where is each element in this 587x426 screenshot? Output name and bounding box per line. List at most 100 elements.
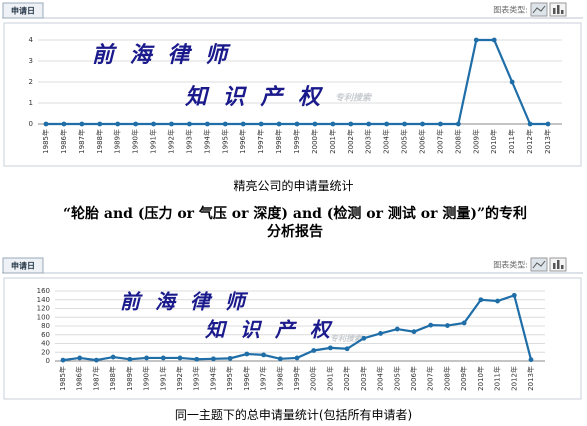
- watermark: 专利搜索: [330, 333, 364, 343]
- x-tick-label: 1995年: [225, 366, 234, 391]
- data-point: [411, 329, 417, 335]
- data-point: [378, 331, 383, 336]
- data-point: [402, 121, 407, 127]
- tab-box: [2, 2, 44, 19]
- data-point: [160, 355, 166, 361]
- x-tick-label: 1999年: [292, 129, 301, 154]
- x-tick-label: 1990年: [142, 366, 151, 391]
- data-point: [244, 351, 250, 357]
- report-heading: “轮胎 and (压力 or 气压 or 深度) and (检测 or 测试 o…: [62, 206, 528, 240]
- data-point: [545, 121, 551, 127]
- x-tick-label: 2007年: [435, 129, 444, 154]
- y-tick-label: 140: [37, 296, 50, 304]
- x-tick-label: 1990年: [131, 129, 140, 154]
- x-tick-label: 1986年: [75, 366, 84, 391]
- data-point: [97, 121, 103, 127]
- data-point: [495, 298, 500, 304]
- watermark: 专利搜索: [335, 93, 373, 104]
- watermark: 知 识 产 权: [184, 84, 324, 110]
- data-point: [240, 121, 246, 127]
- data-point: [276, 121, 282, 127]
- icon-glyph: [532, 5, 546, 14]
- y-tick-label: 0: [29, 120, 33, 128]
- data-point: [344, 346, 350, 352]
- x-tick-label: 1993年: [184, 129, 193, 154]
- data-point: [311, 348, 317, 353]
- x-tick-label: 2009年: [471, 129, 480, 154]
- x-tick-label: 2013年: [543, 129, 552, 154]
- data-point: [94, 357, 99, 363]
- x-tick-label: 1996年: [238, 129, 247, 154]
- watermark: 知 识 产 权: [204, 318, 334, 342]
- tab-label: 申请日: [11, 6, 35, 16]
- icon-glyph: [561, 265, 564, 269]
- data-point: [478, 297, 484, 303]
- data-point: [461, 320, 467, 326]
- data-point: [511, 292, 517, 298]
- x-tick-label: 2004年: [376, 366, 385, 391]
- tab-label: 申请日: [11, 261, 35, 271]
- chart-caption: 同一主题下的总申请量统计(包括所有申请者): [174, 408, 413, 422]
- x-tick-label: 2010年: [476, 366, 485, 391]
- x-tick-label: 1988年: [108, 366, 117, 391]
- x-tick-label: 1988年: [95, 129, 104, 154]
- data-point: [110, 354, 116, 360]
- data-point: [43, 121, 49, 127]
- x-tick-label: 1991年: [149, 129, 158, 154]
- y-tick-label: 120: [37, 305, 50, 313]
- data-point: [222, 121, 228, 127]
- x-tick-label: 1989年: [125, 366, 134, 391]
- data-point: [187, 121, 192, 127]
- data-point: [169, 121, 174, 127]
- y-tick-label: 0: [46, 357, 50, 365]
- plot-panel: [3, 277, 582, 400]
- y-tick-label: 3: [29, 57, 33, 65]
- data-point: [227, 355, 233, 361]
- y-tick-label: 40: [41, 340, 50, 348]
- data-point: [277, 356, 283, 362]
- x-tick-label: 2011年: [507, 129, 516, 154]
- chart: 申请日 图表类型: 0 1 2 3 4 前 海 律 师知 识 产 权专利搜索 1985年 1986…: [2, 2, 583, 167]
- watermark: 前 海 律 师: [120, 290, 249, 314]
- x-tick-label: 2008年: [453, 129, 462, 154]
- data-point: [361, 335, 367, 341]
- icon-glyph: [553, 8, 556, 14]
- icon-glyph: [557, 5, 560, 14]
- x-tick-label: 1997年: [256, 129, 265, 154]
- x-tick-label: 2006年: [418, 129, 427, 154]
- plot-panel: [3, 22, 582, 167]
- y-tick-label: 2: [29, 78, 33, 86]
- x-tick-label: 1989年: [113, 129, 122, 154]
- chart-type-label: 图表类型:: [493, 5, 528, 15]
- x-tick-label: 1994年: [208, 366, 217, 391]
- x-tick-label: 2007年: [426, 366, 435, 391]
- data-point: [366, 121, 372, 127]
- x-tick-label: 2001年: [328, 129, 337, 154]
- data-point: [428, 322, 434, 328]
- chart-caption: 精亮公司的申请量统计: [233, 179, 354, 193]
- x-tick-label: 1987年: [91, 366, 100, 391]
- data-point: [509, 79, 515, 85]
- data-point: [527, 121, 533, 127]
- y-tick-label: 80: [41, 322, 50, 330]
- data-point: [328, 345, 333, 351]
- x-tick-label: 2013年: [526, 366, 535, 391]
- x-tick-label: 2000年: [309, 366, 318, 391]
- x-tick-label: 1999年: [292, 366, 301, 391]
- y-tick-label: 60: [41, 331, 50, 339]
- data-point: [394, 326, 400, 332]
- x-tick-label: 2003年: [359, 366, 368, 391]
- x-tick-label: 2003年: [364, 129, 373, 154]
- data-point: [445, 323, 450, 328]
- data-point: [330, 121, 336, 127]
- data-point: [348, 121, 354, 127]
- data-point: [77, 355, 83, 361]
- data-point: [473, 37, 479, 43]
- data-point: [491, 37, 497, 43]
- x-tick-label: 1985年: [58, 366, 67, 391]
- x-tick-label: 2011年: [493, 366, 502, 391]
- data-point: [294, 355, 300, 361]
- x-tick-label: 2012年: [525, 129, 534, 154]
- x-tick-label: 2001年: [325, 366, 334, 391]
